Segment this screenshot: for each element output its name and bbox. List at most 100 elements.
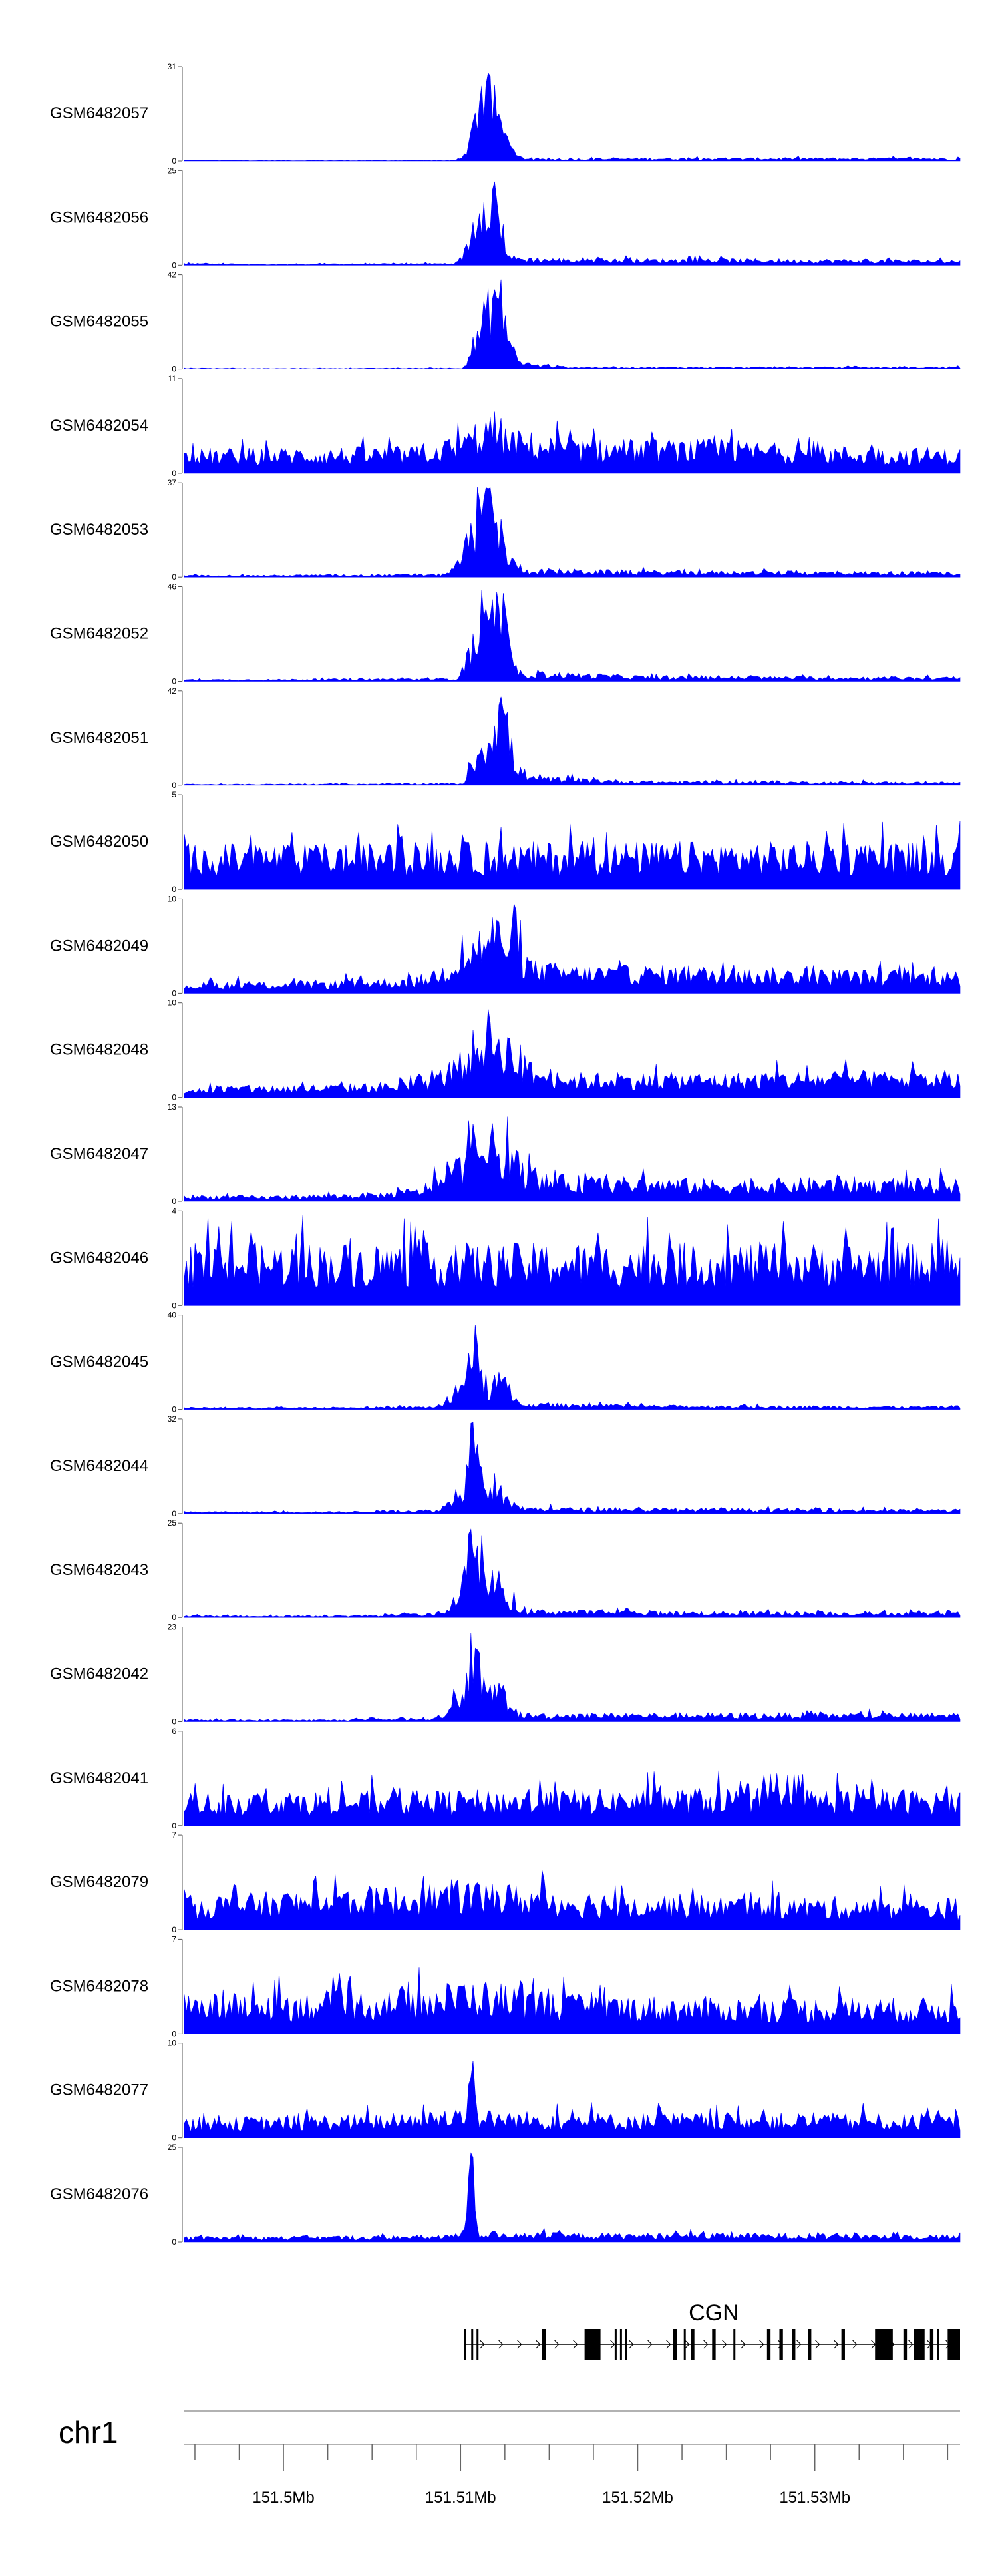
track-GSM6482045: GSM6482045 40 0 (50, 1311, 961, 1414)
y-tick-label: 0 (172, 1093, 176, 1102)
coverage-area (184, 1770, 961, 1826)
track-label: GSM6482057 (50, 105, 148, 122)
exon (683, 2329, 686, 2360)
exon (584, 2329, 601, 2360)
coverage-area (184, 1633, 961, 1722)
coverage-area (184, 1422, 961, 1514)
axis-tick-label: 151.5Mb (252, 2489, 314, 2507)
y-tick-label: 42 (168, 270, 177, 280)
strand-arrow (815, 2340, 820, 2349)
track-label: GSM6482045 (50, 1353, 148, 1371)
y-tick-label: 0 (172, 2029, 176, 2038)
y-tick-label: 37 (168, 478, 177, 487)
track-label: GSM6482078 (50, 1977, 148, 1995)
track-GSM6482053: GSM6482053 37 0 (50, 478, 961, 582)
coverage-area (184, 821, 961, 890)
y-tick-label: 0 (172, 781, 176, 790)
exon (619, 2329, 622, 2360)
genome-axis: chr1 151.5Mb 151.51Mb 151.52Mb 151.53Mb (59, 2410, 960, 2507)
coverage-area (184, 1528, 961, 1618)
y-tick-label: 0 (172, 1717, 176, 1727)
y-tick-label: 0 (172, 988, 176, 998)
y-tick-label: 0 (172, 469, 176, 478)
exon (712, 2329, 716, 2360)
coverage-area (184, 279, 961, 369)
y-tick-label: 23 (168, 1623, 177, 1632)
track-label: GSM6482044 (50, 1457, 148, 1475)
coverage-area (184, 487, 961, 578)
y-tick-label: 40 (168, 1311, 177, 1320)
track-GSM6482079: GSM6482079 7 0 (50, 1830, 961, 1934)
track-GSM6482046: GSM6482046 4 0 (50, 1206, 961, 1310)
track-label: GSM6482048 (50, 1041, 148, 1059)
y-tick-label: 0 (172, 1613, 176, 1622)
strand-arrow (629, 2340, 634, 2349)
strand-arrow (834, 2340, 839, 2349)
y-tick-label: 0 (172, 1509, 176, 1518)
exon (471, 2329, 474, 2360)
strand-arrow (908, 2340, 914, 2349)
track-label: GSM6482056 (50, 208, 148, 226)
y-tick-label: 0 (172, 1301, 176, 1310)
coverage-area (184, 1325, 961, 1410)
track-GSM6482041: GSM6482041 6 0 (50, 1727, 961, 1830)
y-tick-label: 25 (168, 166, 177, 175)
strand-arrow (647, 2340, 653, 2349)
coverage-area (184, 1967, 961, 2034)
y-tick-label: 0 (172, 1925, 176, 1934)
strand-arrow (498, 2340, 504, 2349)
exon (841, 2329, 845, 2360)
chromosome-label: chr1 (59, 2415, 118, 2450)
track-label: GSM6482043 (50, 1561, 148, 1579)
track-label: GSM6482052 (50, 625, 148, 643)
axis-tick-label: 151.53Mb (779, 2489, 850, 2507)
y-tick-label: 13 (168, 1102, 177, 1112)
exon (625, 2329, 627, 2360)
track-GSM6482044: GSM6482044 32 0 (50, 1414, 961, 1518)
y-tick-label: 10 (168, 2039, 177, 2048)
coverage-area (184, 2061, 961, 2138)
track-label: GSM6482051 (50, 729, 148, 747)
track-GSM6482047: GSM6482047 13 0 (50, 1102, 961, 1206)
track-label: GSM6482041 (50, 1769, 148, 1787)
coverage-area (184, 1008, 961, 1098)
track-label: GSM6482055 (50, 313, 148, 331)
strand-arrow (703, 2340, 709, 2349)
coverage-area (184, 411, 961, 474)
strand-arrow (759, 2340, 764, 2349)
strand-arrow (852, 2340, 858, 2349)
exon (947, 2329, 960, 2360)
axis-tick-label: 151.51Mb (425, 2489, 496, 2507)
y-tick-label: 32 (168, 1414, 177, 1424)
y-tick-label: 46 (168, 582, 177, 592)
strand-arrow (610, 2340, 615, 2349)
y-tick-label: 0 (172, 1197, 176, 1206)
track-GSM6482048: GSM6482048 10 0 (50, 998, 961, 1102)
coverage-tracks: GSM6482057310GSM6482056250GSM6482055420G… (50, 62, 961, 2247)
track-GSM6482043: GSM6482043 25 0 (50, 1518, 961, 1622)
coverage-area (184, 1870, 961, 1930)
y-tick-label: 25 (168, 1518, 177, 1528)
exon (903, 2329, 908, 2360)
track-GSM6482076: GSM6482076 25 0 (50, 2143, 961, 2247)
track-label: GSM6482050 (50, 833, 148, 851)
y-tick-label: 0 (172, 260, 176, 270)
exon (766, 2329, 771, 2360)
y-tick-label: 0 (172, 1821, 176, 1830)
y-tick-label: 0 (172, 1405, 176, 1414)
y-tick-label: 11 (168, 374, 177, 383)
coverage-area (184, 72, 961, 162)
y-tick-label: 7 (172, 1934, 176, 1944)
coverage-area (184, 181, 961, 266)
y-tick-label: 0 (172, 885, 176, 894)
track-GSM6482055: GSM6482055 42 0 (50, 270, 961, 374)
y-tick-label: 0 (172, 677, 176, 686)
y-tick-label: 6 (172, 1727, 176, 1736)
track-label: GSM6482047 (50, 1145, 148, 1163)
exon (614, 2329, 617, 2360)
y-tick-label: 0 (172, 156, 176, 166)
exon (937, 2329, 939, 2360)
strand-arrow (517, 2340, 522, 2349)
coverage-area (184, 696, 961, 786)
